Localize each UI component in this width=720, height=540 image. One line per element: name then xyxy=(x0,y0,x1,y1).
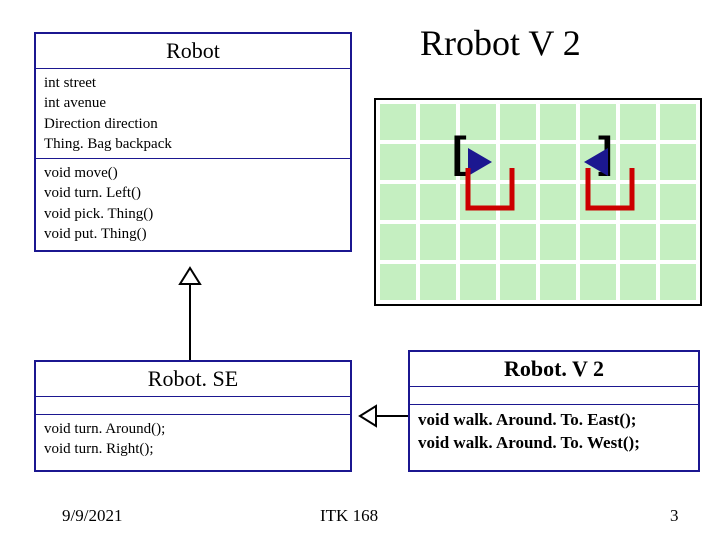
grid-cell xyxy=(620,144,656,180)
robot-icon xyxy=(584,148,608,176)
page-title: Rrobot V 2 xyxy=(420,22,581,64)
grid-cell xyxy=(380,184,416,220)
grid-cell xyxy=(540,224,576,260)
grid-cell xyxy=(540,144,576,180)
footer-center: ITK 168 xyxy=(320,506,378,526)
grid-cell xyxy=(580,224,616,260)
grid-cell xyxy=(540,184,576,220)
uml-line: Direction direction xyxy=(44,114,342,134)
uml-attributes-empty xyxy=(36,397,350,415)
uml-attributes: int streetint avenueDirection directionT… xyxy=(36,69,350,158)
uml-line: void turn. Left() xyxy=(44,183,342,203)
uml-line: void move() xyxy=(44,163,342,183)
uml-line: void pick. Thing() xyxy=(44,204,342,224)
grid-cell xyxy=(660,264,696,300)
grid-cell xyxy=(660,104,696,140)
grid-cell xyxy=(660,184,696,220)
uml-methods: void turn. Around();void turn. Right(); xyxy=(36,415,350,464)
uml-title: Robot. SE xyxy=(36,362,350,397)
grid-cell xyxy=(620,184,656,220)
grid-cell xyxy=(620,224,656,260)
robot-icon xyxy=(468,148,492,176)
uml-line: void walk. Around. To. East(); xyxy=(418,409,690,432)
grid-cell xyxy=(540,104,576,140)
grid-cell xyxy=(380,104,416,140)
slide: { "title": { "text": "Rrobot V 2", "x": … xyxy=(0,0,720,540)
uml-methods: void move()void turn. Left()void pick. T… xyxy=(36,159,350,248)
bracket-open: [ xyxy=(452,128,467,178)
grid-cell xyxy=(500,104,536,140)
grid-cell xyxy=(620,104,656,140)
grid-cell xyxy=(420,264,456,300)
grid-cell xyxy=(460,224,496,260)
grid-cell xyxy=(580,264,616,300)
uml-class-robot-se: Robot. SE void turn. Around();void turn.… xyxy=(34,360,352,472)
uml-title: Robot xyxy=(36,34,350,69)
uml-class-robot: Robot int streetint avenueDirection dire… xyxy=(34,32,352,252)
grid-cell xyxy=(420,104,456,140)
uml-attributes-empty xyxy=(410,387,698,405)
robot-world-grid xyxy=(374,98,702,306)
uml-line: void turn. Around(); xyxy=(44,419,342,439)
uml-class-robot-v2: Robot. V 2 void walk. Around. To. East()… xyxy=(408,350,700,472)
grid-cell xyxy=(580,184,616,220)
uml-line: void turn. Right(); xyxy=(44,439,342,459)
uml-line: void walk. Around. To. West(); xyxy=(418,432,690,455)
grid-cell xyxy=(500,184,536,220)
uml-line: void put. Thing() xyxy=(44,224,342,244)
grid-cell xyxy=(620,264,656,300)
grid-cell xyxy=(460,184,496,220)
grid-cell xyxy=(460,264,496,300)
footer-date: 9/9/2021 xyxy=(62,506,122,526)
grid-cell xyxy=(380,224,416,260)
grid-cell xyxy=(500,144,536,180)
grid-cell xyxy=(660,144,696,180)
uml-methods: void walk. Around. To. East();void walk.… xyxy=(410,405,698,459)
grid-cell xyxy=(500,264,536,300)
grid-cell xyxy=(380,264,416,300)
grid-cell xyxy=(660,224,696,260)
grid-cell xyxy=(500,224,536,260)
uml-line: int street xyxy=(44,73,342,93)
grid-cell xyxy=(540,264,576,300)
grid-cell xyxy=(380,144,416,180)
grid-cell xyxy=(420,224,456,260)
uml-line: int avenue xyxy=(44,93,342,113)
footer-page: 3 xyxy=(670,506,679,526)
grid-cell xyxy=(420,184,456,220)
uml-title: Robot. V 2 xyxy=(410,352,698,387)
grid-cell xyxy=(420,144,456,180)
uml-line: Thing. Bag backpack xyxy=(44,134,342,154)
